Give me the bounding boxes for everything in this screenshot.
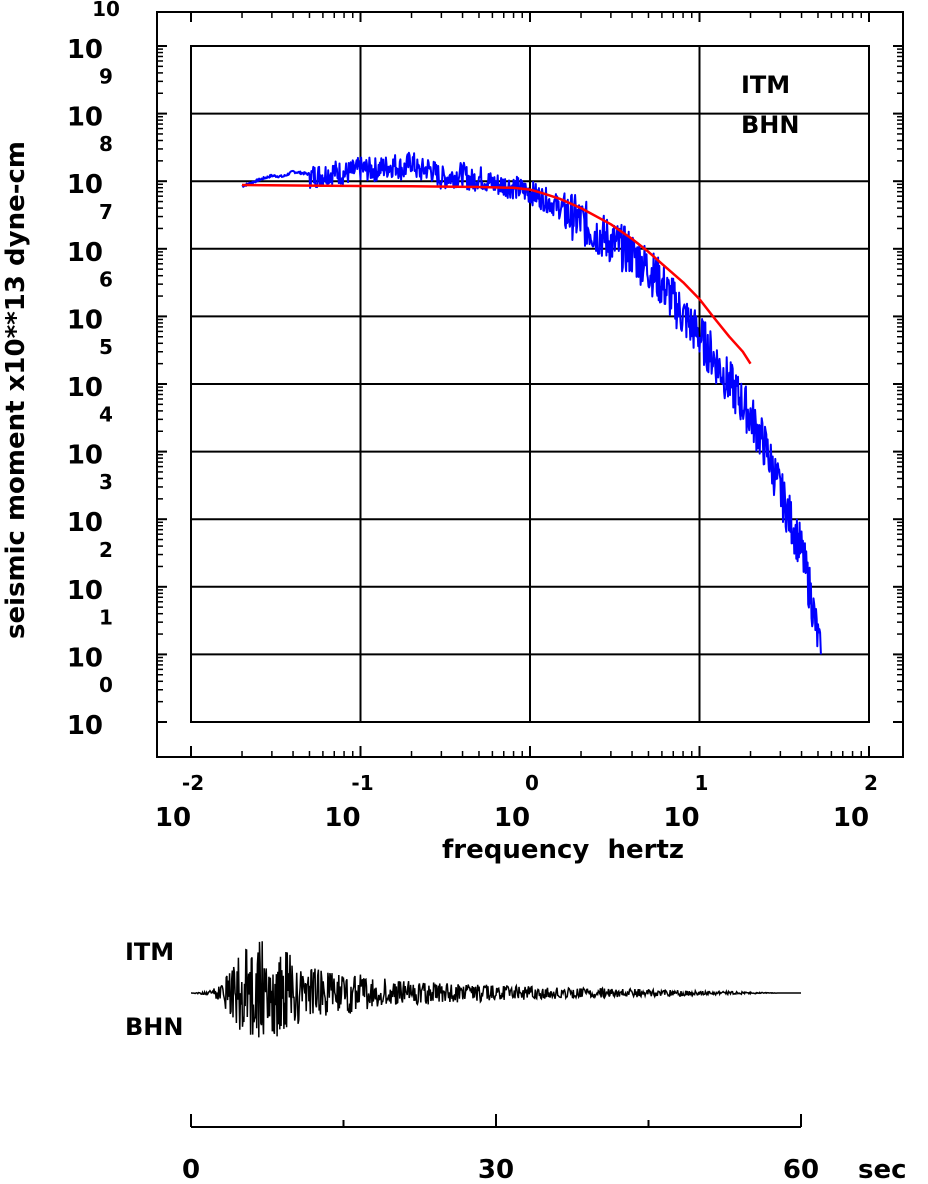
x-tick-base: 10 [663,803,699,833]
y-tick-base: 10 [67,103,103,133]
x-tick-exponent: 1 [695,771,709,795]
y-tick-exponent: 2 [99,538,113,562]
y-tick-base: 10 [67,711,103,741]
y-tick-exponent: 1 [99,605,113,629]
spectrum-model-line [241,183,752,365]
time-unit-label: sec [858,1155,907,1184]
y-tick-base: 10 [67,35,103,65]
y-tick-base: 10 [67,576,103,606]
x-tick-exponent: -2 [182,771,204,795]
y-axis-label: seismic moment x10**13 dyne-cm [1,141,31,639]
y-tick-exponent: 4 [99,403,113,427]
y-tick-base: 10 [67,170,103,200]
x-tick-exponent: -1 [351,771,373,795]
x-tick-base: 10 [155,803,191,833]
y-tick-exponent: 5 [99,335,113,359]
waveform-series [191,941,801,1038]
x-tick-base: 10 [324,803,360,833]
y-tick-base: 10 [67,373,103,403]
x-tick-exponent: 0 [525,771,539,795]
tick-marks [157,12,903,757]
waveform-chart: ITM BHN 0 30 60 sec [125,938,907,1184]
y-tick-base: 10 [67,238,103,268]
y-tick-exponent: 9 [99,65,113,89]
spectrum-series [241,151,822,655]
x-axis-label: frequency hertz [442,835,684,865]
y-tick-base: 10 [67,305,103,335]
spectrum-observed-line [241,151,822,655]
waveform-station-label: ITM [125,938,174,966]
x-tick-labels: 10 -2 10 -1 10 0 10 1 10 2 [155,771,878,833]
component-label: BHN [741,111,799,139]
time-tick-label: 60 [783,1155,819,1184]
station-label: ITM [741,71,790,99]
y-tick-exponent: 6 [99,267,113,291]
y-tick-exponent: 3 [99,470,113,494]
waveform-component-label: BHN [125,1013,183,1041]
time-tick-label: 0 [182,1155,200,1184]
x-tick-base: 10 [494,803,530,833]
x-tick-exponent: 2 [864,771,878,795]
y-tick-exponent: 8 [99,132,113,156]
y-tick-exponent: 7 [99,200,113,224]
waveform-trace [191,941,801,1038]
time-axis: 0 30 60 [182,1114,819,1184]
y-tick-exponent: 0 [99,673,113,697]
time-tick-label: 30 [478,1155,514,1184]
y-tick-exponent: 10 [92,0,120,21]
x-tick-base: 10 [833,803,869,833]
grid-lines [191,46,869,722]
y-tick-base: 10 [67,508,103,538]
y-tick-base: 10 [67,441,103,471]
y-tick-base: 10 [67,643,103,673]
